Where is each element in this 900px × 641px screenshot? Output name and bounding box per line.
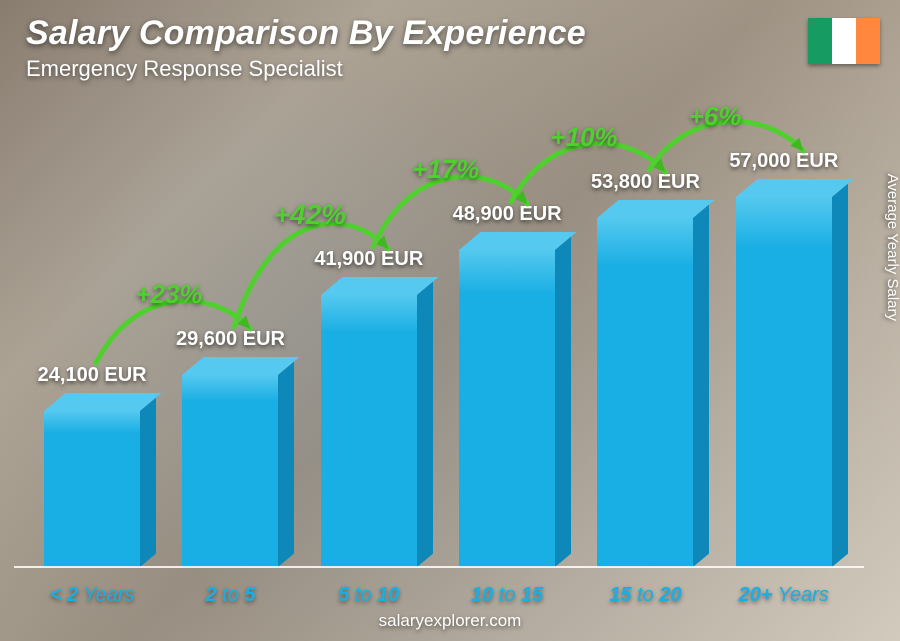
bar: 29,600 EUR2 to 5 [182, 375, 278, 567]
bar: 41,900 EUR5 to 10 [321, 295, 417, 567]
y-axis-label: Average Yearly Salary [884, 173, 900, 320]
bar-chart: 24,100 EUR< 2 Years 29,600 EUR2 to 5 41,90… [30, 77, 846, 567]
chart-baseline [14, 566, 864, 568]
bar-front-face [44, 411, 140, 567]
bar-column: 41,900 EUR5 to 10 [307, 77, 431, 567]
bar-front-face [459, 250, 555, 567]
bar: 53,800 EUR15 to 20 [597, 218, 693, 567]
delta-percent-label: +6% [689, 101, 742, 132]
bar-value-label: 29,600 EUR [154, 328, 308, 351]
flag-stripe-green [808, 18, 832, 64]
bar-front-face [182, 375, 278, 567]
page-title: Salary Comparison By Experience [26, 14, 586, 53]
bar: 57,000 EUR20+ Years [736, 197, 832, 567]
bar-value-label: 57,000 EUR [707, 150, 861, 173]
bar-side-face [278, 362, 294, 567]
ireland-flag-icon [808, 18, 880, 64]
bar-side-face [693, 205, 709, 567]
bar-front-face [597, 218, 693, 567]
bar-column: 24,100 EUR< 2 Years [30, 77, 154, 567]
bar-x-label: 20+ Years [688, 584, 880, 607]
bars-container: 24,100 EUR< 2 Years 29,600 EUR2 to 5 41,90… [30, 77, 846, 567]
flag-stripe-white [832, 18, 856, 64]
bar-column: 57,000 EUR20+ Years [722, 77, 846, 567]
delta-percent-label: +42% [274, 199, 346, 231]
bar-side-face [832, 184, 848, 567]
flag-stripe-orange [856, 18, 880, 64]
bar-side-face [140, 398, 156, 567]
bar-value-label: 24,100 EUR [15, 364, 169, 387]
bar-side-face [417, 282, 433, 567]
delta-percent-label: +17% [412, 154, 479, 185]
bar-value-label: 48,900 EUR [430, 203, 584, 226]
delta-percent-label: +23% [135, 279, 202, 310]
bar-column: 29,600 EUR2 to 5 [168, 77, 292, 567]
bar: 48,900 EUR10 to 15 [459, 250, 555, 567]
footer-attribution: salaryexplorer.com [0, 611, 900, 631]
bar-front-face [736, 197, 832, 567]
delta-percent-label: +10% [550, 122, 617, 153]
infographic-stage: Salary Comparison By Experience Emergenc… [0, 0, 900, 641]
bar: 24,100 EUR< 2 Years [44, 411, 140, 567]
bar-value-label: 41,900 EUR [292, 248, 446, 271]
bar-value-label: 53,800 EUR [569, 171, 723, 194]
bar-front-face [321, 295, 417, 567]
bar-side-face [555, 237, 571, 567]
